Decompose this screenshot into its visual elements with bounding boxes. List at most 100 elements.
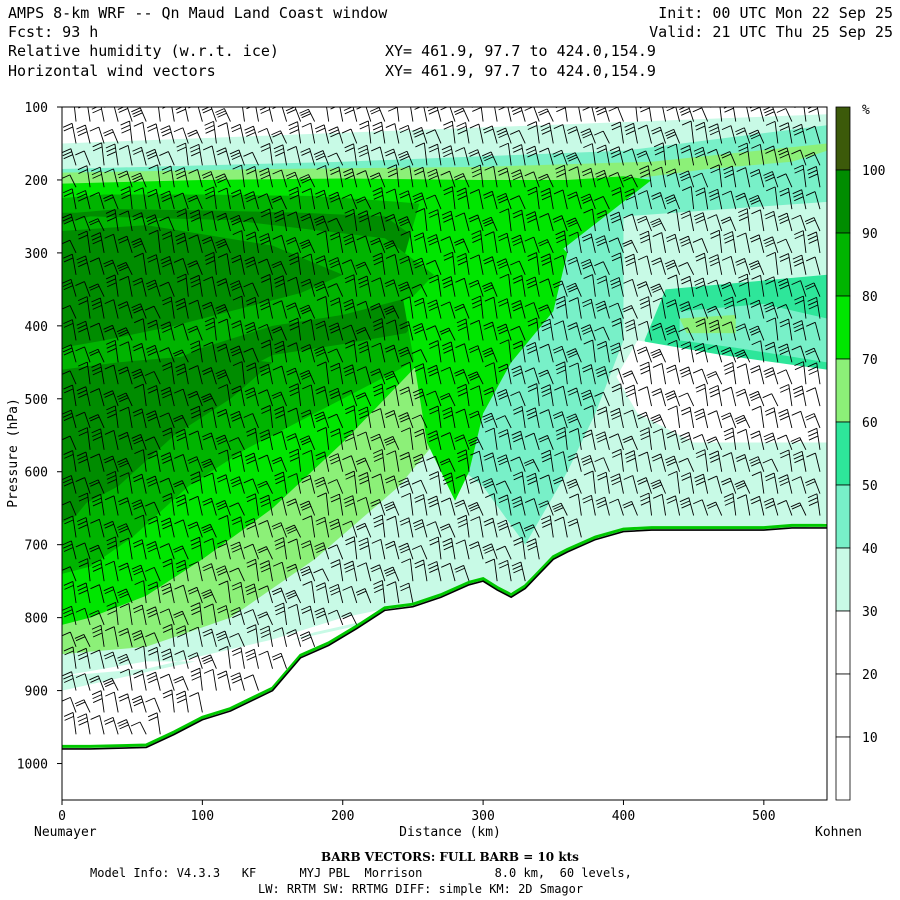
- wind-barb: [555, 295, 568, 319]
- wind-barb: [313, 215, 330, 232]
- wind-barb: [498, 559, 512, 582]
- wind-barb: [243, 151, 259, 166]
- wind-barb: [611, 383, 624, 407]
- wind-barb: [189, 274, 203, 297]
- wind-barb: [246, 493, 259, 516]
- wind-barb: [204, 120, 217, 144]
- x-tick-label: 100: [191, 809, 214, 824]
- wind-barb: [482, 478, 498, 494]
- wind-barb: [134, 645, 147, 669]
- wind-barb: [257, 480, 273, 494]
- wind-barb: [62, 671, 77, 691]
- wind-barb: [201, 301, 217, 319]
- wind-barb: [413, 166, 428, 188]
- wind-barb: [539, 147, 554, 166]
- wind-barb: [441, 210, 456, 232]
- x-tick-label: 300: [471, 809, 494, 824]
- wind-barb: [271, 522, 288, 538]
- wind-barb: [721, 255, 737, 275]
- wind-barb: [148, 229, 161, 253]
- wind-barb: [566, 413, 582, 429]
- wind-barb: [355, 522, 372, 538]
- wind-barb: [313, 280, 330, 297]
- wind-barb: [580, 324, 596, 341]
- wind-barb: [145, 501, 161, 516]
- wind-barb: [804, 347, 821, 363]
- colorbar-swatch: [835, 358, 851, 423]
- wind-barb: [146, 475, 161, 494]
- wind-barb: [468, 475, 484, 494]
- wind-barb: [706, 501, 723, 516]
- wind-barb: [624, 122, 638, 144]
- wind-barb: [427, 168, 442, 188]
- wind-barb: [762, 393, 779, 407]
- wind-barb: [470, 450, 484, 472]
- wind-barb: [748, 325, 765, 341]
- wind-barb: [243, 217, 259, 232]
- wind-barb: [552, 476, 568, 494]
- wind-barb: [720, 412, 737, 429]
- wind-barb: [763, 432, 779, 450]
- wind-barb: [300, 540, 316, 560]
- wind-barb: [258, 520, 273, 538]
- wind-barb: [299, 435, 316, 451]
- wind-barb: [272, 234, 288, 254]
- wind-barb: [175, 363, 189, 385]
- wind-barb: [412, 323, 428, 341]
- wind-barb: [511, 430, 526, 450]
- wind-barb: [203, 668, 217, 691]
- wind-barb: [120, 120, 133, 144]
- wind-barb: [413, 297, 428, 319]
- wind-barb: [358, 472, 372, 494]
- wind-barb: [288, 448, 302, 472]
- wind-barb: [231, 320, 245, 341]
- wind-barb: [327, 152, 344, 166]
- wind-barb: [190, 405, 203, 429]
- wind-barb: [766, 251, 779, 275]
- wind-barb: [513, 536, 526, 560]
- wind-barb: [623, 344, 638, 363]
- wind-barb: [540, 187, 554, 210]
- wind-barb: [706, 305, 723, 319]
- wind-barb: [580, 454, 596, 472]
- wind-barb: [721, 125, 737, 144]
- wind-barb: [89, 126, 105, 144]
- wind-barb: [582, 364, 596, 385]
- wind-barb: [343, 495, 358, 516]
- wind-barb: [526, 407, 540, 429]
- wind-barb: [595, 300, 610, 319]
- wind-barb: [244, 321, 259, 341]
- terrain-green-edge: [62, 523, 827, 748]
- wind-barb: [679, 301, 695, 319]
- wind-barb: [567, 191, 582, 210]
- wind-barb: [116, 262, 133, 275]
- wind-barb: [355, 392, 372, 407]
- wind-barb: [272, 496, 288, 516]
- wind-barb: [512, 209, 526, 232]
- wind-barb: [273, 275, 288, 297]
- wind-barb: [720, 151, 737, 166]
- wind-barb: [792, 450, 807, 472]
- wind-barb: [682, 186, 695, 210]
- wind-barb: [370, 564, 386, 582]
- wind-barb: [188, 495, 203, 516]
- wind-barb: [523, 524, 540, 538]
- wind-barb: [216, 539, 231, 560]
- wind-barb: [427, 299, 442, 319]
- wind-barb: [314, 476, 330, 494]
- wind-barb: [341, 259, 358, 275]
- wind-barb: [540, 318, 554, 341]
- wind-barb: [457, 514, 470, 538]
- x-end-label: Kohnen: [815, 825, 862, 840]
- wind-barb: [568, 297, 582, 319]
- wind-barb: [414, 428, 428, 450]
- wind-barb: [159, 412, 175, 429]
- model-info-line-2: LW: RRTM SW: RRTMG DIFF: simple KM: 2D S…: [258, 882, 583, 896]
- wind-barb: [664, 128, 681, 144]
- wind-barb: [328, 453, 344, 472]
- wind-barb: [763, 107, 779, 122]
- wind-barb: [693, 499, 709, 516]
- wind-barb: [299, 565, 316, 582]
- wind-barb: [272, 300, 288, 319]
- wind-barb: [426, 455, 442, 472]
